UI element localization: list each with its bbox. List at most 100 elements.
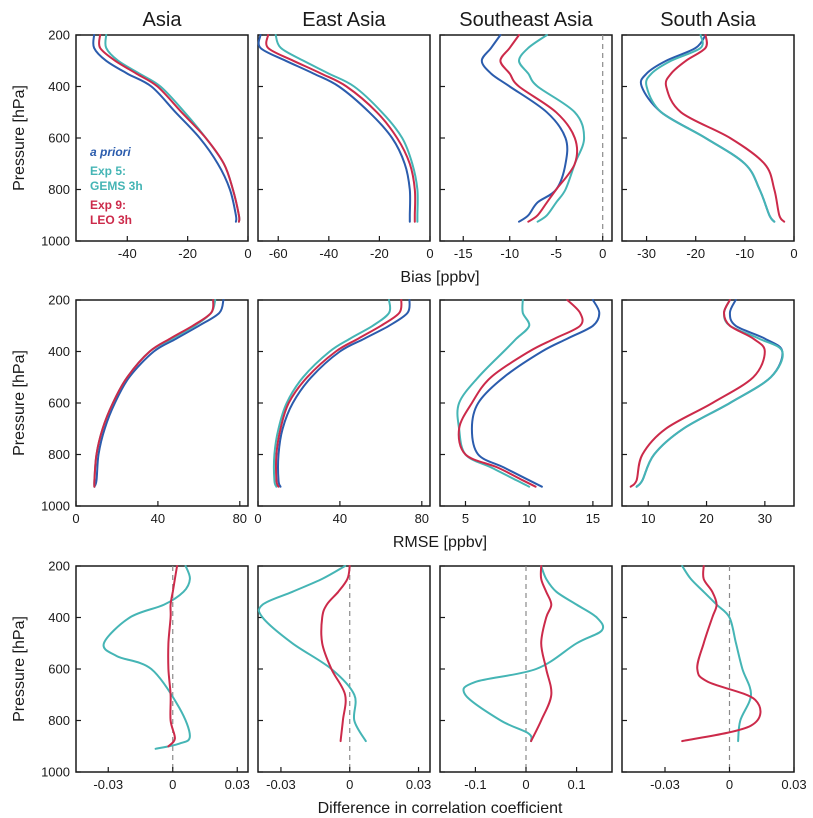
x-tick-label: -40 (118, 246, 137, 261)
chart-panel: 5 10 15 (439, 299, 613, 526)
x-tick-label: -10 (735, 246, 754, 261)
x-tick-label: 0 (244, 246, 251, 261)
y-tick-label: 800 (48, 713, 70, 728)
column-title: Southeast Asia (459, 9, 593, 31)
x-tick-label: -30 (637, 246, 656, 261)
panel-frame (75, 565, 249, 773)
series-line-apriori (480, 34, 569, 223)
x-tick-label: 30 (758, 511, 772, 526)
x-tick-label: -15 (454, 246, 473, 261)
y-tick-label: 200 (48, 559, 70, 574)
x-tick-label: 0 (254, 511, 261, 526)
x-tick-label: -40 (319, 246, 338, 261)
panel-frame (257, 299, 431, 507)
series-line-exp9 (664, 34, 786, 223)
x-axis-label: RMSE [ppbv] (393, 534, 487, 551)
series-line-apriori (470, 299, 601, 488)
series-line-apriori (93, 299, 225, 488)
y-tick-label: 200 (48, 28, 70, 43)
series-line-exp5 (635, 299, 784, 488)
series-line-exp5 (257, 565, 367, 743)
chart-panel: 0 40 80 (254, 299, 431, 526)
x-tick-label: 10 (522, 511, 536, 526)
series-line-exp5 (274, 34, 419, 223)
y-tick-label: 800 (48, 447, 70, 462)
x-tick-label: 0 (346, 777, 353, 792)
series-line-apriori (635, 299, 784, 488)
x-tick-label: 80 (233, 511, 247, 526)
column-title: South Asia (660, 9, 757, 31)
chart-panel: 200 400 600 800 1000 -0.03 0 0.03 (41, 559, 250, 793)
legend: a priori Exp 5:GEMS 3h Exp 9:LEO 3h (90, 145, 143, 227)
x-axis-label: Bias [ppbv] (400, 269, 479, 286)
series-line-exp5 (645, 34, 776, 223)
series-line-exp9 (457, 299, 584, 488)
x-tick-label: -20 (178, 246, 197, 261)
chart-panel: -0.03 0 0.03 (257, 565, 431, 792)
panel-frame (257, 565, 431, 773)
chart-panel: -30 -20 -10 0 (621, 34, 798, 261)
y-tick-label: 400 (48, 610, 70, 625)
y-tick-label: 400 (48, 79, 70, 94)
x-tick-label: 10 (641, 511, 655, 526)
x-tick-label: 0.03 (781, 777, 806, 792)
y-axis-label: Pressure [hPa] (11, 350, 28, 456)
series-line-exp9 (98, 34, 241, 223)
series-line-exp9 (681, 565, 762, 743)
x-tick-label: -60 (269, 246, 288, 261)
series-line-exp9 (167, 565, 179, 748)
column-title: Asia (143, 9, 183, 31)
x-tick-label: 0 (726, 777, 733, 792)
legend-entry: LEO 3h (90, 213, 132, 227)
series-line-exp5 (104, 34, 241, 223)
series-line-apriori (639, 34, 776, 223)
series-line-exp9 (265, 34, 417, 223)
x-tick-label: 0 (169, 777, 176, 792)
x-tick-label: -5 (550, 246, 562, 261)
y-axis-label: Pressure [hPa] (11, 616, 28, 722)
y-tick-label: 200 (48, 293, 70, 308)
y-tick-label: 600 (48, 131, 70, 146)
chart-panel: 200 400 600 800 1000 -40 -20 0 (41, 28, 252, 262)
panel-frame (439, 34, 613, 242)
x-tick-label: -0.1 (464, 777, 486, 792)
x-tick-label: -0.03 (93, 777, 123, 792)
legend-entry: Exp 9: (90, 198, 126, 212)
series-line-exp5 (462, 565, 605, 743)
series-line-exp5 (102, 565, 191, 750)
x-tick-label: 20 (699, 511, 713, 526)
x-tick-label: 0.03 (406, 777, 431, 792)
legend-entry: a priori (90, 145, 131, 159)
column-title: East Asia (302, 9, 386, 31)
x-tick-label: 40 (151, 511, 165, 526)
series-line-exp9 (93, 299, 215, 488)
x-tick-label: 15 (586, 511, 600, 526)
y-axis-label: Pressure [hPa] (11, 85, 28, 191)
series-line-exp9 (275, 299, 403, 488)
series-line-apriori (257, 34, 412, 223)
chart-panel: -60 -40 -20 0 (257, 34, 434, 261)
chart-panel: -15 -10 -5 0 (439, 34, 613, 261)
y-tick-label: 1000 (41, 499, 70, 514)
x-tick-label: 0 (790, 246, 797, 261)
legend-entry: GEMS 3h (90, 179, 143, 193)
series-line-exp5 (272, 299, 392, 488)
series-line-exp5 (681, 565, 753, 743)
y-tick-label: 600 (48, 396, 70, 411)
y-tick-label: 400 (48, 344, 70, 359)
panel-frame (75, 299, 249, 507)
chart-panel: 10 20 30 (621, 299, 795, 526)
x-tick-label: 5 (462, 511, 469, 526)
series-line-exp9 (320, 565, 351, 743)
series-line-exp9 (530, 565, 553, 743)
y-tick-label: 800 (48, 182, 70, 197)
y-tick-label: 1000 (41, 765, 70, 780)
chart-panel: -0.1 0 0.1 (439, 565, 613, 792)
x-tick-label: 0 (426, 246, 433, 261)
panel-frame (257, 34, 431, 242)
x-tick-label: 0 (72, 511, 79, 526)
series-line-exp9 (629, 299, 766, 488)
x-tick-label: -10 (500, 246, 519, 261)
